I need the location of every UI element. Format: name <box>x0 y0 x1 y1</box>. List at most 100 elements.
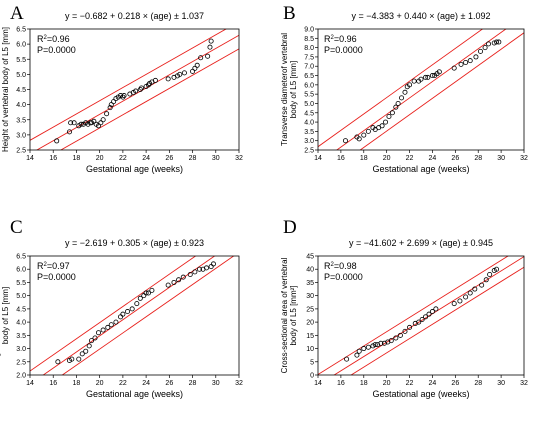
panel-c-data-point <box>149 287 155 293</box>
panel-d-lower-band-line <box>350 266 524 375</box>
panel-a-y-tick-label: 5.0 <box>16 72 26 79</box>
panel-d-letter: D <box>283 217 297 238</box>
panel-c-data-point <box>197 266 203 272</box>
panel-d-data-point <box>372 342 378 348</box>
panel-b-letter: B <box>283 3 296 24</box>
panel-d-data-point <box>433 306 439 312</box>
panel-b-data-point <box>486 41 492 47</box>
panel-d-data-point <box>457 298 463 304</box>
panel-c-y-axis-label: body of L5 [mm] <box>1 287 10 344</box>
panel-b-y-tick-label: 8.0 <box>304 45 314 52</box>
panel-d-y-axis-label: Cross-sectional area of vertebral <box>280 257 289 373</box>
panel-b-y-tick-label: 3.0 <box>304 138 314 145</box>
panel-a-x-tick-label: 20 <box>96 155 104 162</box>
panel-c-p-value: P=0.0000 <box>37 272 76 282</box>
panel-a-y-tick-label: 3.5 <box>16 117 26 124</box>
panel-c-data-point <box>100 327 106 333</box>
panel-a-x-tick-label: 32 <box>235 155 243 162</box>
panel-c-data-point <box>180 274 186 280</box>
panel-d-r-squared: R2=0.98 <box>324 261 357 271</box>
panel-a-data-point <box>181 70 187 76</box>
panel-b-y-tick-label: 4.5 <box>304 110 314 117</box>
panel-d-x-tick-label: 14 <box>314 380 322 387</box>
panel-a-data-point <box>71 120 77 126</box>
panel-d-data-point <box>429 309 435 315</box>
panel-a-data-point <box>121 93 127 99</box>
panel-d-data-point <box>467 290 473 296</box>
panel-c-data-points <box>55 261 216 365</box>
panel-c: Cy = −2.619 + 0.305 × (age) ± 0.923 14 16 1… <box>0 217 243 399</box>
panel-c-data-point <box>210 261 216 267</box>
panel-c-data-point <box>129 306 135 312</box>
panel-b-data-point <box>458 61 464 67</box>
panel-a-data-point <box>107 105 113 111</box>
panel-d-x-tick-label: 32 <box>520 380 528 387</box>
panel-b-data-point <box>491 40 497 46</box>
panel-c-data-point <box>171 279 177 285</box>
panel-b-data-point <box>482 45 488 51</box>
panel-b-fit-lines <box>318 29 524 150</box>
panel-d-data-point <box>423 314 429 320</box>
panel-c-data-point <box>134 301 140 307</box>
panel-c-y-tick-label: 2.0 <box>16 373 26 380</box>
panel-c-regression-line <box>42 256 216 375</box>
panel-d-data-point <box>416 319 422 325</box>
panel-b-data-point <box>361 132 367 138</box>
panel-d-data-point <box>426 311 432 317</box>
panel-a-data-point <box>66 129 72 135</box>
panel-b-data-point <box>494 39 500 45</box>
panel-d-y-tick-label: 0 <box>310 373 314 380</box>
panel-d-data-point <box>479 282 485 288</box>
panel-a-r-squared: R2=0.96 <box>37 34 70 44</box>
panel-a-data-point <box>68 120 74 126</box>
panel-c-x-tick-label: 16 <box>49 380 57 387</box>
panel-d-data-point <box>419 316 425 322</box>
panel-d-data-point <box>388 338 394 344</box>
panel-d-p-value: P=0.0000 <box>324 272 363 282</box>
panel-c-equation: y = −2.619 + 0.305 × (age) ± 0.923 <box>65 238 204 248</box>
panel-b-data-point <box>496 39 502 45</box>
panel-a-y-tick-label: 5.5 <box>16 57 26 64</box>
panel-c-y-tick-label: 3.0 <box>16 346 26 353</box>
panel-b-x-tick-label: 18 <box>360 155 368 162</box>
panel-a-y-tick-label: 2.5 <box>16 148 26 155</box>
panel-a-data-points <box>54 38 214 144</box>
panel-a-y-axis-label: Height of vertebral body of L5 [mm] <box>1 27 10 152</box>
panel-c-data-point <box>92 335 98 341</box>
panel-d-data-point <box>407 324 413 330</box>
panel-d-y-tick-label: 30 <box>306 293 314 300</box>
panel-a-x-tick-label: 24 <box>142 155 150 162</box>
panel-b-data-point <box>473 54 479 60</box>
panel-b-y-axis-label: body of L5 [mm] <box>289 61 298 118</box>
panel-b-x-tick-label: 20 <box>383 155 391 162</box>
panel-d-y-tick-label: 45 <box>306 254 314 261</box>
panel-b-x-tick-label: 16 <box>337 155 345 162</box>
panel-a-data-point <box>100 117 106 123</box>
panel-c-data-point <box>120 311 126 317</box>
panel-d-y-tick-label: 40 <box>306 267 314 274</box>
panel-c-data-point <box>79 351 85 357</box>
panel-a-x-axis-label: Gestational age (weeks) <box>86 164 183 174</box>
panel-b-data-point <box>402 89 408 95</box>
panel-b-y-tick-label: 7.0 <box>304 64 314 71</box>
panel-c-data-point <box>76 356 82 362</box>
panel-d-y-tick-label: 35 <box>306 280 314 287</box>
panel-b-data-points <box>342 39 502 144</box>
panel-a-p-value: P=0.0000 <box>37 45 76 55</box>
panel-d-data-point <box>365 344 371 350</box>
panel-c-data-point <box>203 265 209 271</box>
panel-b-y-tick-label: 6.0 <box>304 82 314 89</box>
panel-d-plot-frame <box>317 255 525 376</box>
panel-a-data-point <box>133 88 139 94</box>
panel-c-y-tick-label: 5.0 <box>16 293 26 300</box>
panel-b-x-axis-label: Gestational age (weeks) <box>372 164 469 174</box>
panel-a-data-point <box>137 87 143 93</box>
panel-c-data-point <box>192 269 198 275</box>
panel-b-y-tick-label: 2.5 <box>304 148 314 155</box>
panel-d-data-point <box>344 356 350 362</box>
panel-d-data-point <box>487 272 493 278</box>
panel-a-data-point <box>138 85 144 91</box>
panel-b-regression-line <box>336 29 507 150</box>
panel-a-data-point <box>194 62 200 68</box>
panel-a-y-tick-label: 6.0 <box>16 42 26 49</box>
